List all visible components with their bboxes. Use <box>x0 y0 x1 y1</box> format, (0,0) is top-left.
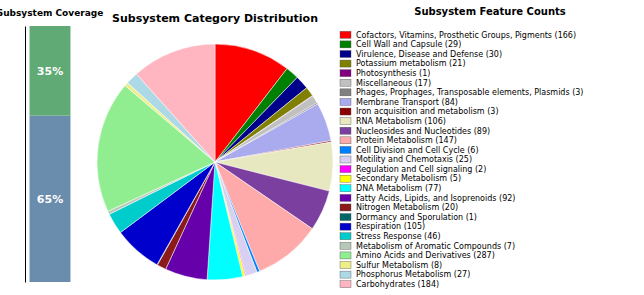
legend-swatch <box>340 146 351 153</box>
legend-label: Membrane Transport (84) <box>356 98 458 107</box>
legend-item: Potassium metabolism (21) <box>340 59 466 68</box>
legend-swatch <box>340 79 351 86</box>
legend-item: Secondary Metabolism (5) <box>340 174 461 183</box>
legend-swatch <box>340 281 351 288</box>
legend-label: Fatty Acids, Lipids, and Isoprenoids (92… <box>356 194 515 203</box>
legend-swatch <box>340 118 351 125</box>
legend-swatch <box>340 70 351 77</box>
legend-label: Nitrogen Metabolism (20) <box>356 203 458 212</box>
legend-swatch <box>340 166 351 173</box>
legend-item: Motility and Chemotaxis (25) <box>340 155 472 164</box>
legend-label: Iron acquisition and metabolism (3) <box>356 107 499 116</box>
legend-item: Phages, Prophages, Transposable elements… <box>340 88 584 97</box>
legend-item: Sulfur Metabolism (8) <box>340 261 442 270</box>
legend-title: Subsystem Feature Counts <box>414 6 566 17</box>
legend-swatch <box>340 41 351 48</box>
chart-title: Subsystem Category Distribution <box>112 12 318 25</box>
legend-item: RNA Metabolism (106) <box>340 117 446 126</box>
legend-item: Membrane Transport (84) <box>340 98 458 107</box>
legend-item: Cofactors, Vitamins, Prosthetic Groups, … <box>340 31 576 40</box>
legend-swatch <box>340 233 351 240</box>
legend-swatch <box>340 127 351 134</box>
legend-swatch <box>340 262 351 269</box>
legend-swatch <box>340 156 351 163</box>
legend-swatch <box>340 204 351 211</box>
legend-item: Respiration (105) <box>340 222 425 231</box>
bar-segment <box>30 26 71 116</box>
legend-label: Metabolism of Aromatic Compounds (7) <box>356 242 515 251</box>
legend-item: Miscellaneous (17) <box>340 79 431 88</box>
bars <box>30 26 71 282</box>
coverage-bar-chart: Subsystem Coverage 65% 35% <box>0 8 103 283</box>
legend-label: Potassium metabolism (21) <box>356 59 466 68</box>
legend-item: Stress Response (46) <box>340 232 441 241</box>
legend-label: Carbohydrates (184) <box>356 280 439 289</box>
chart: Subsystem Coverage 65% 35% Subsystem Catego… <box>0 0 644 295</box>
legend-item: Protein Metabolism (147) <box>340 136 457 145</box>
legend-swatch <box>340 242 351 249</box>
data-labels: 65% 35% <box>37 65 63 206</box>
pie-chart: Subsystem Category Distribution <box>97 12 333 280</box>
legend-label: Sulfur Metabolism (8) <box>356 261 442 270</box>
legend-item: Phosphorus Metabolism (27) <box>340 270 470 279</box>
legend: Subsystem Feature Counts Cofactors, Vitam… <box>340 6 584 289</box>
legend-swatch <box>340 252 351 259</box>
data-label: 65% <box>37 193 63 206</box>
bar-segment <box>30 116 71 282</box>
legend-label: Nucleosides and Nucleotides (89) <box>356 127 490 136</box>
legend-swatch <box>340 194 351 201</box>
legend-swatch <box>340 223 351 230</box>
legend-swatch <box>340 175 351 182</box>
legend-label: Cofactors, Vitamins, Prosthetic Groups, … <box>356 31 576 40</box>
legend-label: DNA Metabolism (77) <box>356 184 441 193</box>
legend-label: Regulation and Cell signaling (2) <box>356 165 486 174</box>
legend-item: Nitrogen Metabolism (20) <box>340 203 458 212</box>
legend-item: Fatty Acids, Lipids, and Isoprenoids (92… <box>340 194 515 203</box>
pie-slice <box>136 44 215 162</box>
legend-item: Iron acquisition and metabolism (3) <box>340 107 499 116</box>
data-label: 35% <box>37 65 63 78</box>
legend-swatch <box>340 108 351 115</box>
legend-label: Protein Metabolism (147) <box>356 136 457 145</box>
legend-item: Nucleosides and Nucleotides (89) <box>340 127 490 136</box>
legend-label: Respiration (105) <box>356 222 425 231</box>
legend-swatch <box>340 31 351 38</box>
legend-item: Carbohydrates (184) <box>340 280 439 289</box>
legend-swatch <box>340 185 351 192</box>
legend-label: Secondary Metabolism (5) <box>356 174 461 183</box>
legend-item: Regulation and Cell signaling (2) <box>340 165 486 174</box>
legend-swatch <box>340 98 351 105</box>
legend-label: Virulence, Disease and Defense (30) <box>356 50 502 59</box>
legend-swatch <box>340 214 351 221</box>
legend-swatch <box>340 60 351 67</box>
legend-label: Phosphorus Metabolism (27) <box>356 270 470 279</box>
y-axis <box>25 27 26 283</box>
legend-item: Cell Wall and Capsule (29) <box>340 40 461 49</box>
legend-item: Cell Division and Cell Cycle (6) <box>340 146 479 155</box>
legend-label: Cell Division and Cell Cycle (6) <box>356 146 479 155</box>
legend-item: Virulence, Disease and Defense (30) <box>340 50 502 59</box>
legend-item: Metabolism of Aromatic Compounds (7) <box>340 242 515 251</box>
legend-label: Dormancy and Sporulation (1) <box>356 213 477 222</box>
legend-swatch <box>340 271 351 278</box>
legend-label: Cell Wall and Capsule (29) <box>356 40 461 49</box>
legend-item: Photosynthesis (1) <box>340 69 430 78</box>
legend-swatch <box>340 137 351 144</box>
legend-label: Amino Acids and Derivatives (287) <box>356 251 495 260</box>
legend-label: Miscellaneous (17) <box>356 79 431 88</box>
legend-label: Motility and Chemotaxis (25) <box>356 155 472 164</box>
legend-item: Amino Acids and Derivatives (287) <box>340 251 495 260</box>
legend-item: DNA Metabolism (77) <box>340 184 441 193</box>
legend-swatch <box>340 89 351 96</box>
legend-label: Stress Response (46) <box>356 232 441 241</box>
legend-item: Dormancy and Sporulation (1) <box>340 213 477 222</box>
slices <box>97 44 333 280</box>
legend-swatch <box>340 50 351 57</box>
legend-label: RNA Metabolism (106) <box>356 117 446 126</box>
legend-label: Photosynthesis (1) <box>356 69 430 78</box>
y-axis-line <box>25 27 26 283</box>
legend-label: Phages, Prophages, Transposable elements… <box>356 88 584 97</box>
chart-title: Subsystem Coverage <box>0 8 103 18</box>
